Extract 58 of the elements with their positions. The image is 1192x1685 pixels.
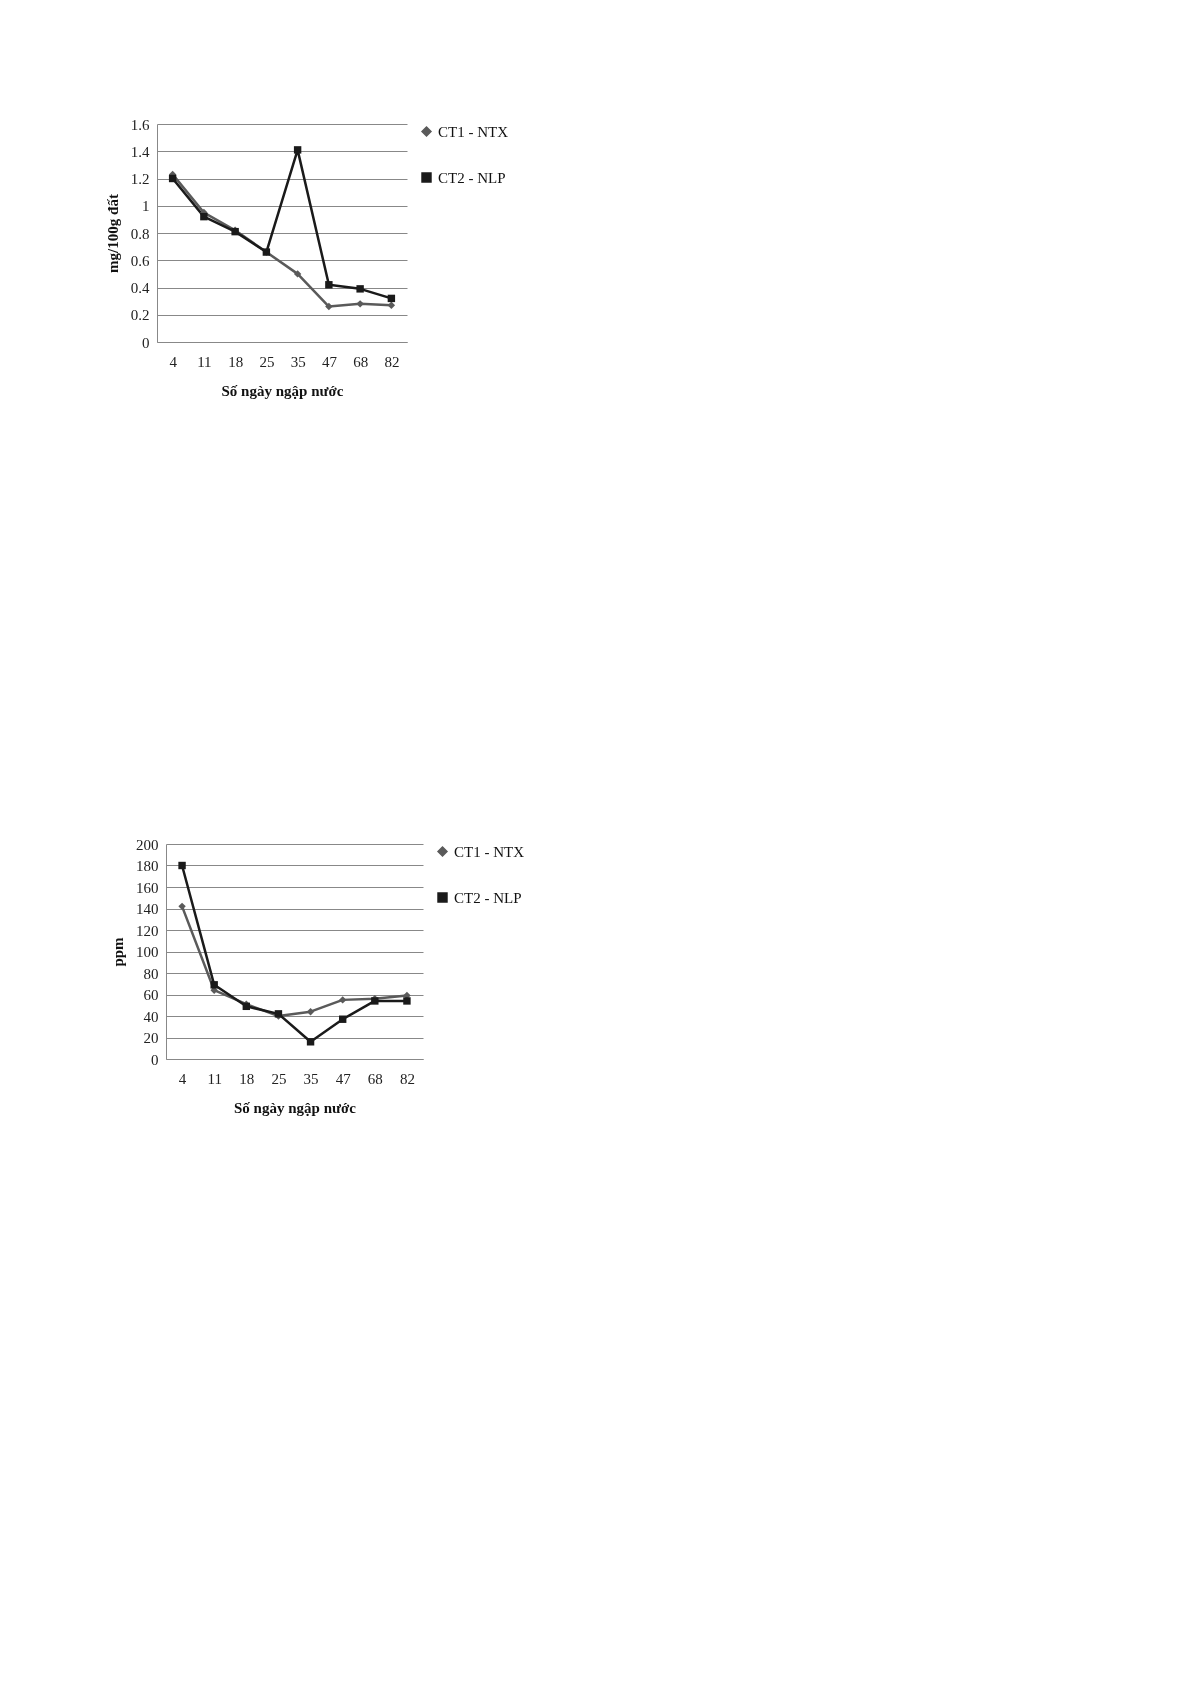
- legend-label: CT2 - NLP: [454, 889, 522, 906]
- legend-label: CT1 - NTX: [454, 843, 525, 860]
- y-tick-label: 100: [136, 944, 159, 960]
- x-tick-label: 35: [290, 353, 306, 370]
- y-tick-label: 0.8: [130, 225, 150, 242]
- x-tick-label: 35: [303, 1070, 319, 1087]
- point: [200, 212, 208, 221]
- point: [178, 861, 186, 870]
- x-axis-title: Số ngày ngập nước: [234, 1099, 357, 1116]
- y-tick-label: 0.4: [130, 280, 150, 296]
- x-tick-label: 47: [335, 1070, 352, 1087]
- point: [306, 1007, 315, 1016]
- y-tick-label: 1.6: [130, 116, 150, 133]
- y-tick-label: 1.2: [130, 171, 150, 187]
- x-tick-label: 4: [169, 353, 178, 370]
- y-tick-label: 0.6: [130, 252, 150, 269]
- y-tick-label: 60: [143, 987, 159, 1003]
- point: [210, 981, 218, 989]
- point: [325, 281, 333, 289]
- point: [178, 902, 186, 911]
- y-tick-label: 180: [136, 858, 159, 874]
- x-tick-label: 82: [384, 353, 400, 370]
- point: [293, 270, 302, 278]
- y-tick-label: 1: [142, 198, 150, 215]
- x-tick-label: 25: [259, 353, 275, 370]
- x-tick-label: 82: [399, 1070, 415, 1087]
- y-tick-label: 1.4: [130, 143, 150, 160]
- x-tick-label: 25: [271, 1070, 287, 1087]
- y-tick-label: 120: [136, 922, 159, 939]
- y-tick-label: 0: [151, 1051, 159, 1068]
- point: [403, 997, 411, 1005]
- y-tick-label: 0: [142, 334, 150, 351]
- x-tick-label: 68: [353, 353, 369, 370]
- x-tick-label: 4: [178, 1070, 187, 1087]
- x-axis-title: Số ngày ngập nước: [221, 382, 344, 399]
- point: [325, 302, 333, 311]
- x-tick-label: 11: [207, 1070, 222, 1087]
- x-tick-label: 11: [197, 353, 212, 370]
- x-tick-label: 47: [321, 353, 338, 370]
- y-tick-label: 40: [143, 1008, 159, 1025]
- point: [293, 146, 302, 154]
- x-tick-label: 18: [228, 353, 244, 370]
- y-tick-label: 20: [143, 1030, 159, 1046]
- point: [306, 1038, 315, 1046]
- point: [387, 301, 396, 309]
- x-tick-label: 68: [367, 1070, 383, 1087]
- y-axis-title: ppm: [110, 936, 126, 967]
- point: [338, 996, 347, 1004]
- y-axis-title: mg/100g đất: [104, 194, 121, 273]
- point: [356, 285, 364, 293]
- y-tick-label: 0.2: [130, 307, 150, 324]
- y-tick-label: 140: [136, 901, 159, 917]
- legend-label: CT1 - NTX: [438, 123, 509, 140]
- y-tick-label: 200: [136, 836, 159, 853]
- legend-label: CT2 - NLP: [438, 169, 506, 186]
- x-tick-label: 18: [239, 1070, 255, 1087]
- y-tick-label: 80: [143, 965, 159, 982]
- y-tick-label: 160: [136, 879, 159, 896]
